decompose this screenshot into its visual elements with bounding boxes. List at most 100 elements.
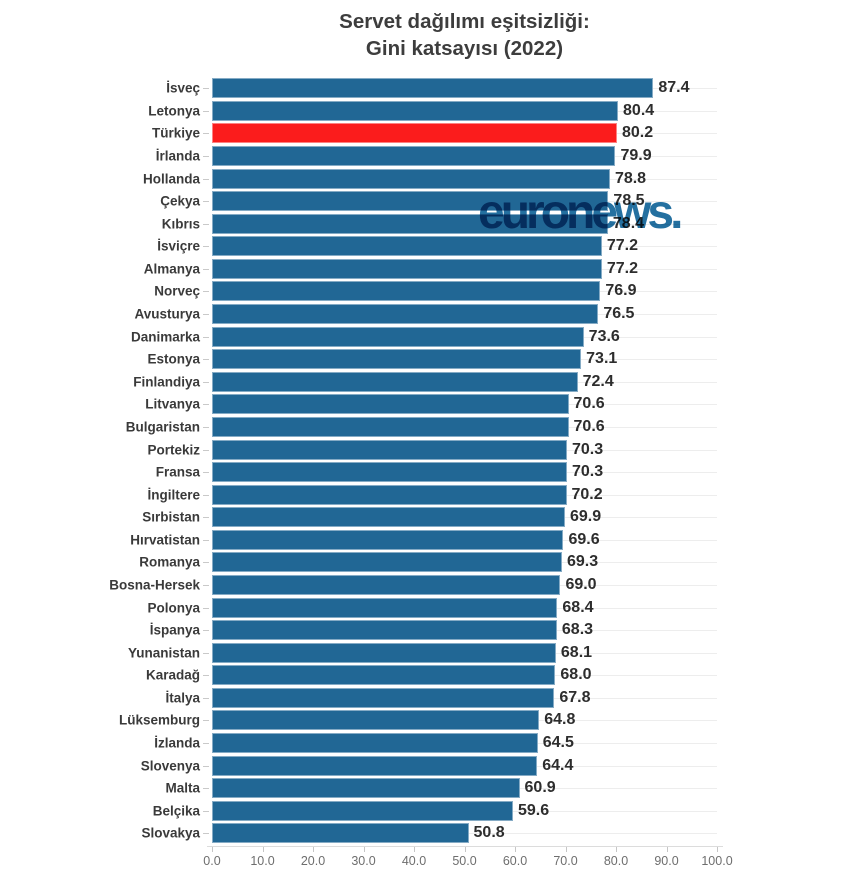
bar xyxy=(212,258,602,279)
country-label: Estonya xyxy=(147,351,200,367)
row-plot-area: 76.5 xyxy=(203,303,717,326)
value-label: 78.5 xyxy=(613,192,645,210)
bar-row: Çekya 78.5 xyxy=(0,190,865,213)
x-axis-tick xyxy=(515,847,516,852)
bar-row: Hırvatistan 69.6 xyxy=(0,529,865,552)
x-axis-tick xyxy=(666,847,668,852)
country-label: Polonya xyxy=(147,600,200,616)
category-tick xyxy=(203,472,209,474)
country-label: İzlanda xyxy=(154,735,200,751)
value-label: 78.8 xyxy=(614,169,647,187)
bar xyxy=(212,146,616,167)
category-tick xyxy=(203,539,209,541)
country-label: İsveç xyxy=(166,80,200,96)
bar-row: Almanya 77.2 xyxy=(0,258,865,281)
bar-row: Lüksemburg 64.8 xyxy=(0,709,865,732)
bar xyxy=(212,665,556,686)
category-tick xyxy=(203,494,209,496)
country-label: Hollanda xyxy=(142,171,200,187)
category-tick xyxy=(203,201,209,203)
value-label: 80.2 xyxy=(622,124,654,142)
bar-row: Karadağ 68.0 xyxy=(0,664,865,687)
value-label: 77.2 xyxy=(606,259,638,277)
row-plot-area: 70.3 xyxy=(203,461,717,484)
x-axis-tick-label: 100.0 xyxy=(701,854,733,868)
bar xyxy=(212,100,619,121)
bar xyxy=(212,394,569,415)
bar xyxy=(212,778,520,799)
country-label: İtalya xyxy=(165,690,200,706)
category-tick xyxy=(203,765,209,767)
country-label: Türkiye xyxy=(151,125,200,141)
bar xyxy=(212,304,599,325)
bar-row: Finlandiya 72.4 xyxy=(0,371,865,394)
row-plot-area: 68.4 xyxy=(203,596,717,619)
row-plot-area: 72.4 xyxy=(203,371,717,394)
category-tick xyxy=(203,88,209,90)
row-plot-area: 79.9 xyxy=(203,145,717,168)
value-label: 87.4 xyxy=(658,79,690,97)
chart-title-line2: Gini katsayısı (2022) xyxy=(365,37,564,60)
bar-row: İngiltere 70.2 xyxy=(0,483,865,506)
bar-row: İtalya 67.8 xyxy=(0,687,865,710)
value-label: 68.3 xyxy=(561,621,594,639)
bar xyxy=(212,236,602,257)
category-tick xyxy=(203,404,209,406)
x-axis-tick xyxy=(464,847,466,852)
category-tick xyxy=(203,133,209,135)
country-label: Bulgaristan xyxy=(125,419,200,435)
country-label: Danimarka xyxy=(130,329,200,345)
bar xyxy=(212,597,558,618)
bar-row: Türkiye 80.2 xyxy=(0,122,865,145)
category-tick xyxy=(203,314,209,316)
bar xyxy=(212,642,556,663)
row-plot-area: 70.6 xyxy=(203,393,717,416)
country-label: İngiltere xyxy=(147,487,200,503)
value-label: 69.9 xyxy=(569,508,602,526)
country-label: Almanya xyxy=(143,261,200,277)
category-tick xyxy=(203,359,209,361)
value-label: 69.3 xyxy=(566,553,599,571)
x-axis-tick-label: 10.0 xyxy=(250,854,275,868)
x-axis-tick-label: 90.0 xyxy=(654,854,679,868)
bar-row: Danimarka 73.6 xyxy=(0,325,865,348)
category-tick xyxy=(203,223,209,225)
row-plot-area: 69.0 xyxy=(203,574,717,597)
row-plot-area: 69.9 xyxy=(203,506,717,529)
value-label: 70.3 xyxy=(572,463,604,481)
bar xyxy=(212,687,555,708)
row-plot-area: 76.9 xyxy=(203,280,717,303)
category-tick xyxy=(203,449,209,451)
row-plot-area: 64.8 xyxy=(203,709,717,732)
value-label: 78.4 xyxy=(612,214,645,232)
value-label: 70.2 xyxy=(571,485,603,503)
value-label: 68.4 xyxy=(562,598,594,616)
row-plot-area: 64.4 xyxy=(203,754,717,777)
bar xyxy=(212,575,561,595)
value-label: 50.8 xyxy=(473,824,505,842)
bar-row: Slovakya 50.8 xyxy=(0,822,865,845)
chart-title: Servet dağılımı eşitsizliği: Gini katsay… xyxy=(212,8,717,62)
country-label: Kıbrıs xyxy=(161,216,200,232)
row-plot-area: 70.2 xyxy=(203,483,717,506)
x-axis-tick-label: 60.0 xyxy=(502,854,528,868)
bar-row: Polonya 68.4 xyxy=(0,596,865,619)
row-plot-area: 80.4 xyxy=(203,100,717,123)
value-label: 68.1 xyxy=(560,643,593,661)
bar xyxy=(212,800,513,821)
value-label: 64.4 xyxy=(542,756,574,774)
x-axis-tick-label: 30.0 xyxy=(351,854,376,868)
category-tick xyxy=(203,810,209,812)
country-label: Norveç xyxy=(154,283,200,299)
value-label: 76.9 xyxy=(605,282,637,300)
country-label: Letonya xyxy=(148,103,200,119)
value-label: 64.8 xyxy=(544,711,576,729)
row-plot-area: 68.0 xyxy=(203,664,717,687)
bar-row: Letonya 80.4 xyxy=(0,100,865,123)
bar xyxy=(212,349,582,370)
country-label: İrlanda xyxy=(155,148,200,164)
bar-highlighted xyxy=(212,123,617,144)
category-tick xyxy=(203,788,209,790)
x-axis-tick xyxy=(616,847,617,852)
category-tick xyxy=(203,675,209,677)
